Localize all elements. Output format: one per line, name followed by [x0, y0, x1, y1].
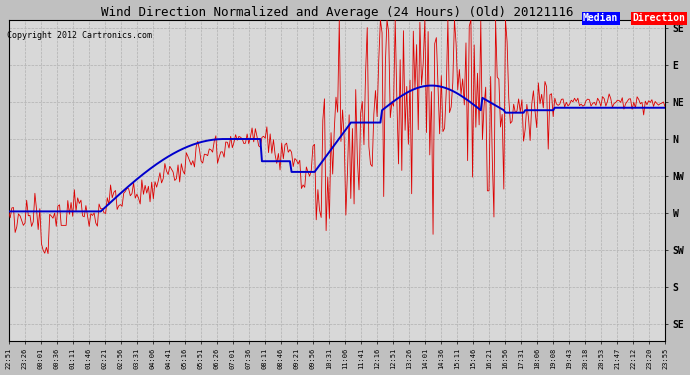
- Text: Median: Median: [583, 13, 618, 23]
- Text: Copyright 2012 Cartronics.com: Copyright 2012 Cartronics.com: [7, 30, 152, 39]
- Text: Direction: Direction: [633, 13, 686, 23]
- Title: Wind Direction Normalized and Average (24 Hours) (Old) 20121116: Wind Direction Normalized and Average (2…: [101, 6, 573, 18]
